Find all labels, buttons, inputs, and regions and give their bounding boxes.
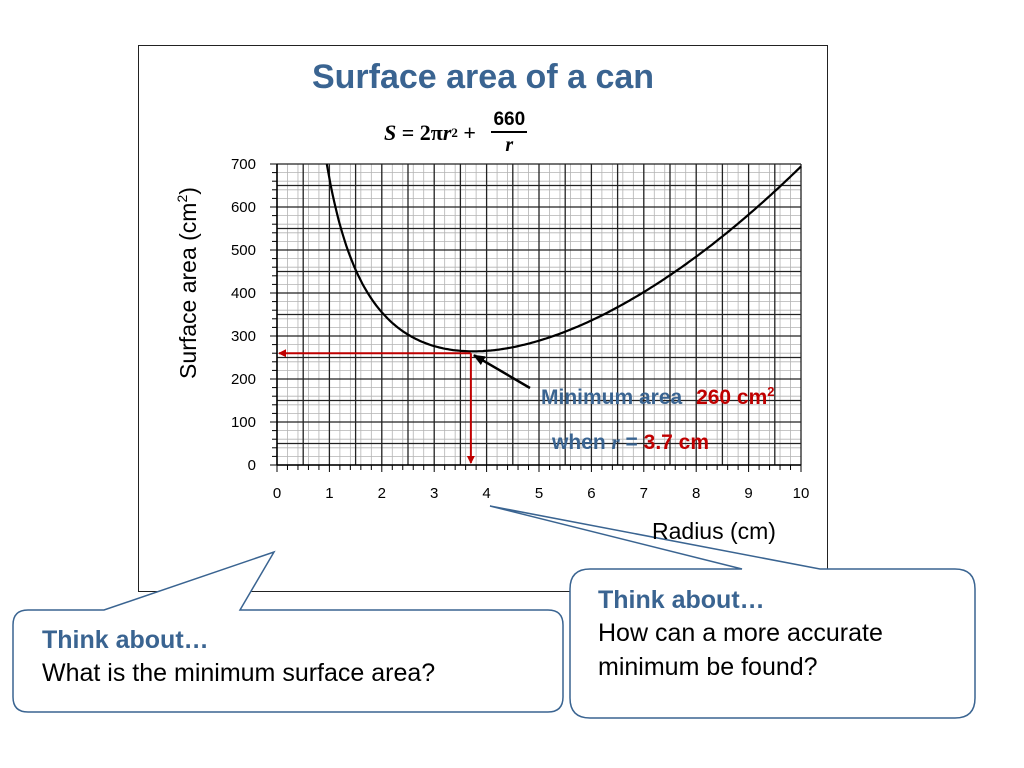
min-area-value-sup: 2	[767, 384, 775, 399]
min-area-value: 260 cm2	[696, 384, 775, 409]
callout-left-heading: Think about…	[42, 626, 209, 654]
when-eq: =	[619, 431, 644, 454]
callout-shapes	[12, 505, 976, 719]
y-axis-label-main: Surface area (cm	[174, 202, 201, 379]
formula: S = 2 π r 2 + 660 r	[384, 110, 528, 156]
when-prefix: when	[552, 431, 612, 454]
y-tick-label: 500	[231, 242, 256, 259]
callout-bubble-right	[489, 505, 976, 719]
min-radius-annotation: when r = 3.7 cm	[552, 430, 709, 455]
callout-bubble-left	[12, 550, 564, 713]
min-area-value-text: 260 cm	[696, 386, 768, 409]
formula-power: 2	[451, 124, 458, 140]
x-tick-label: 10	[793, 485, 810, 502]
formula-eq: = 2	[396, 119, 431, 145]
y-axis-label-sup: 2	[174, 194, 191, 203]
y-tick-label: 200	[231, 371, 256, 388]
callout-right-body: How can a more accurate minimum be found…	[598, 619, 883, 681]
formula-plus: +	[457, 119, 482, 145]
x-tick-label: 8	[692, 485, 700, 502]
y-tick-label: 400	[231, 285, 256, 302]
callout-right-heading: Think about…	[598, 586, 765, 614]
min-area-annotation: Minimum area 260 cm2	[541, 384, 775, 410]
y-tick-label: 0	[248, 457, 256, 474]
y-tick-label: 700	[231, 156, 256, 173]
chart-curve-layer	[325, 163, 802, 353]
chart-title: Surface area of a can	[311, 58, 655, 96]
x-tick-label: 9	[744, 485, 752, 502]
x-tick-label: 2	[378, 485, 386, 502]
y-tick-label: 300	[231, 328, 256, 345]
x-tick-label: 3	[430, 485, 438, 502]
x-tick-label: 6	[587, 485, 595, 502]
min-area-text: Minimum area	[541, 386, 683, 409]
formula-var: r	[442, 119, 452, 145]
y-tick-label: 100	[231, 414, 256, 431]
formula-fraction: 660 r	[491, 110, 528, 156]
x-tick-label: 1	[325, 485, 333, 502]
chart-annotations	[278, 349, 531, 464]
min-point-pointer-arrow	[473, 354, 531, 390]
formula-numerator: 660	[491, 110, 528, 133]
when-var: r	[611, 430, 620, 454]
y-axis-label: Surface area (cm2)	[174, 187, 202, 379]
formula-pi: π	[430, 119, 443, 145]
x-tick-label: 5	[535, 485, 543, 502]
y-tick-label: 600	[231, 199, 256, 216]
when-value: 3.7 cm	[643, 431, 710, 454]
x-tick-label: 4	[482, 485, 490, 502]
x-tick-label: 7	[640, 485, 648, 502]
formula-denominator: r	[505, 134, 514, 156]
callout-left-body: What is the minimum surface area?	[42, 659, 436, 688]
callout-right-text: Think about… How can a more accurate min…	[598, 584, 963, 684]
chart-grid	[276, 163, 802, 466]
y-axis-label-close: )	[174, 187, 201, 195]
x-tick-label: 0	[273, 485, 281, 502]
callout-left-text: Think about… What is the minimum surface…	[42, 624, 552, 691]
x-axis-label: Radius (cm)	[652, 518, 776, 544]
formula-lhs: S	[384, 119, 397, 145]
surface-area-curve	[325, 163, 802, 353]
